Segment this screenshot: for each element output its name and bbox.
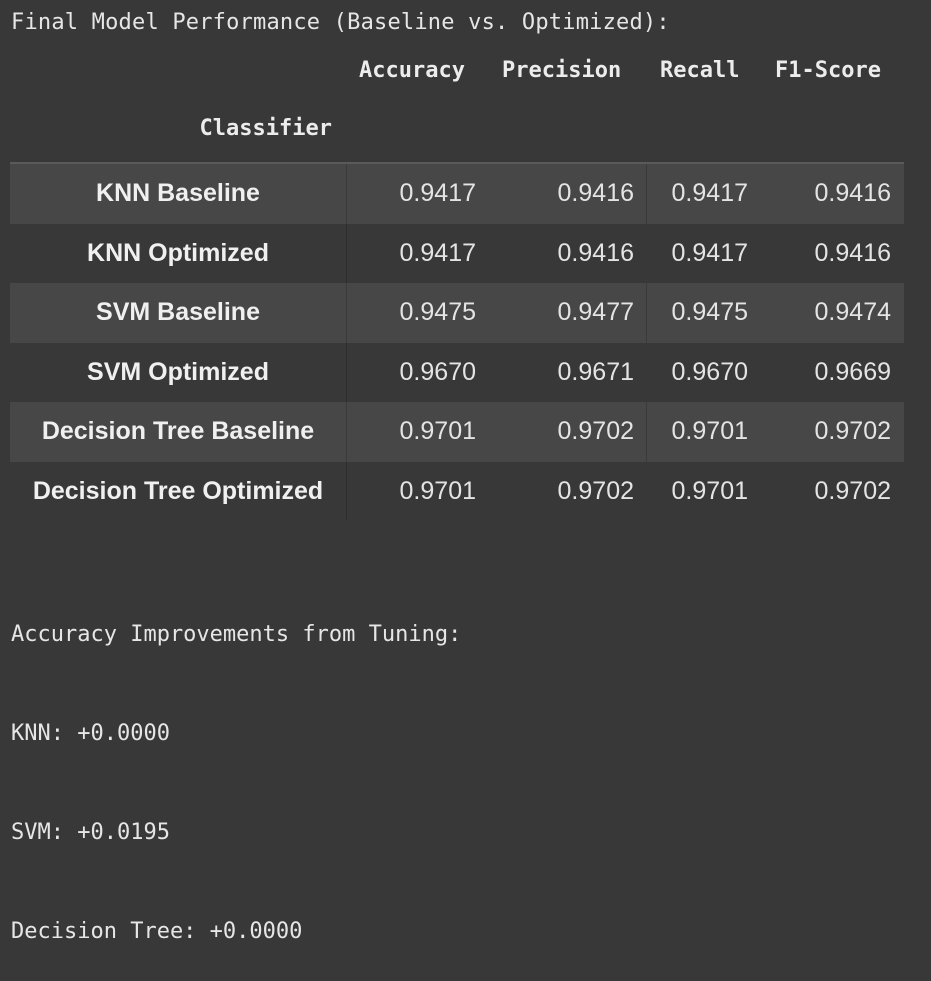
cell-precision: 0.9477 bbox=[557, 298, 634, 327]
improvement-line-knn: KNN: +0.0000 bbox=[11, 721, 170, 746]
index-header-classifier: Classifier bbox=[199, 116, 332, 141]
cell-recall: 0.9417 bbox=[671, 238, 748, 267]
cell-accuracy: 0.9417 bbox=[399, 238, 476, 267]
output-heading: Final Model Performance (Baseline vs. Op… bbox=[11, 10, 670, 35]
table-row: SVM Baseline 0.9475 0.9477 0.9475 0.9474 bbox=[10, 283, 904, 343]
column-header-precision: Precision bbox=[502, 58, 622, 83]
table-row: SVM Optimized 0.9670 0.9671 0.9670 0.966… bbox=[10, 342, 904, 402]
table-index-header-row: Classifier bbox=[10, 106, 904, 162]
cell-recall: 0.9417 bbox=[671, 179, 748, 208]
row-label: KNN Optimized bbox=[10, 223, 347, 283]
table-row: KNN Optimized 0.9417 0.9416 0.9417 0.941… bbox=[10, 223, 904, 283]
row-label: Decision Tree Optimized bbox=[10, 461, 347, 521]
cell-f1-score: 0.9474 bbox=[814, 298, 891, 327]
header-divider bbox=[10, 162, 904, 164]
column-separator bbox=[646, 164, 647, 224]
table-row: KNN Baseline 0.9417 0.9416 0.9417 0.9416 bbox=[10, 164, 904, 224]
cell-f1-score: 0.9702 bbox=[814, 417, 891, 446]
improvement-line-decision-tree: Decision Tree: +0.0000 bbox=[11, 919, 303, 944]
table-row: Decision Tree Optimized 0.9701 0.9702 0.… bbox=[10, 461, 904, 521]
performance-table: Accuracy Precision Recall F1-Score Class… bbox=[10, 52, 904, 521]
cell-recall: 0.9701 bbox=[671, 417, 748, 446]
cell-accuracy: 0.9701 bbox=[399, 476, 476, 505]
cell-f1-score: 0.9702 bbox=[814, 476, 891, 505]
cell-f1-score: 0.9669 bbox=[814, 357, 891, 386]
row-label: Decision Tree Baseline bbox=[10, 402, 347, 462]
improvement-line-svm: SVM: +0.0195 bbox=[11, 820, 170, 845]
row-label: SVM Optimized bbox=[10, 342, 347, 402]
column-header-f1-score: F1-Score bbox=[775, 58, 881, 83]
improvements-title: Accuracy Improvements from Tuning: bbox=[11, 622, 462, 647]
cell-precision: 0.9671 bbox=[557, 357, 634, 386]
row-label: KNN Baseline bbox=[10, 164, 347, 224]
table-column-header-row: Accuracy Precision Recall F1-Score bbox=[10, 52, 904, 106]
column-header-accuracy: Accuracy bbox=[359, 58, 465, 83]
cell-precision: 0.9416 bbox=[557, 238, 634, 267]
cell-precision: 0.9702 bbox=[557, 476, 634, 505]
cell-recall: 0.9701 bbox=[671, 476, 748, 505]
table-row: Decision Tree Baseline 0.9701 0.9702 0.9… bbox=[10, 402, 904, 462]
cell-f1-score: 0.9416 bbox=[814, 238, 891, 267]
cell-f1-score: 0.9416 bbox=[814, 179, 891, 208]
accuracy-improvements: Accuracy Improvements from Tuning: KNN: … bbox=[11, 552, 461, 981]
column-separator bbox=[646, 402, 647, 462]
cell-recall: 0.9475 bbox=[671, 298, 748, 327]
cell-accuracy: 0.9670 bbox=[399, 357, 476, 386]
cell-precision: 0.9702 bbox=[557, 417, 634, 446]
cell-accuracy: 0.9475 bbox=[399, 298, 476, 327]
cell-precision: 0.9416 bbox=[557, 179, 634, 208]
column-separator bbox=[646, 283, 647, 343]
column-header-recall: Recall bbox=[660, 58, 740, 83]
row-label: SVM Baseline bbox=[10, 283, 347, 343]
cell-accuracy: 0.9701 bbox=[399, 417, 476, 446]
cell-accuracy: 0.9417 bbox=[399, 179, 476, 208]
cell-recall: 0.9670 bbox=[671, 357, 748, 386]
